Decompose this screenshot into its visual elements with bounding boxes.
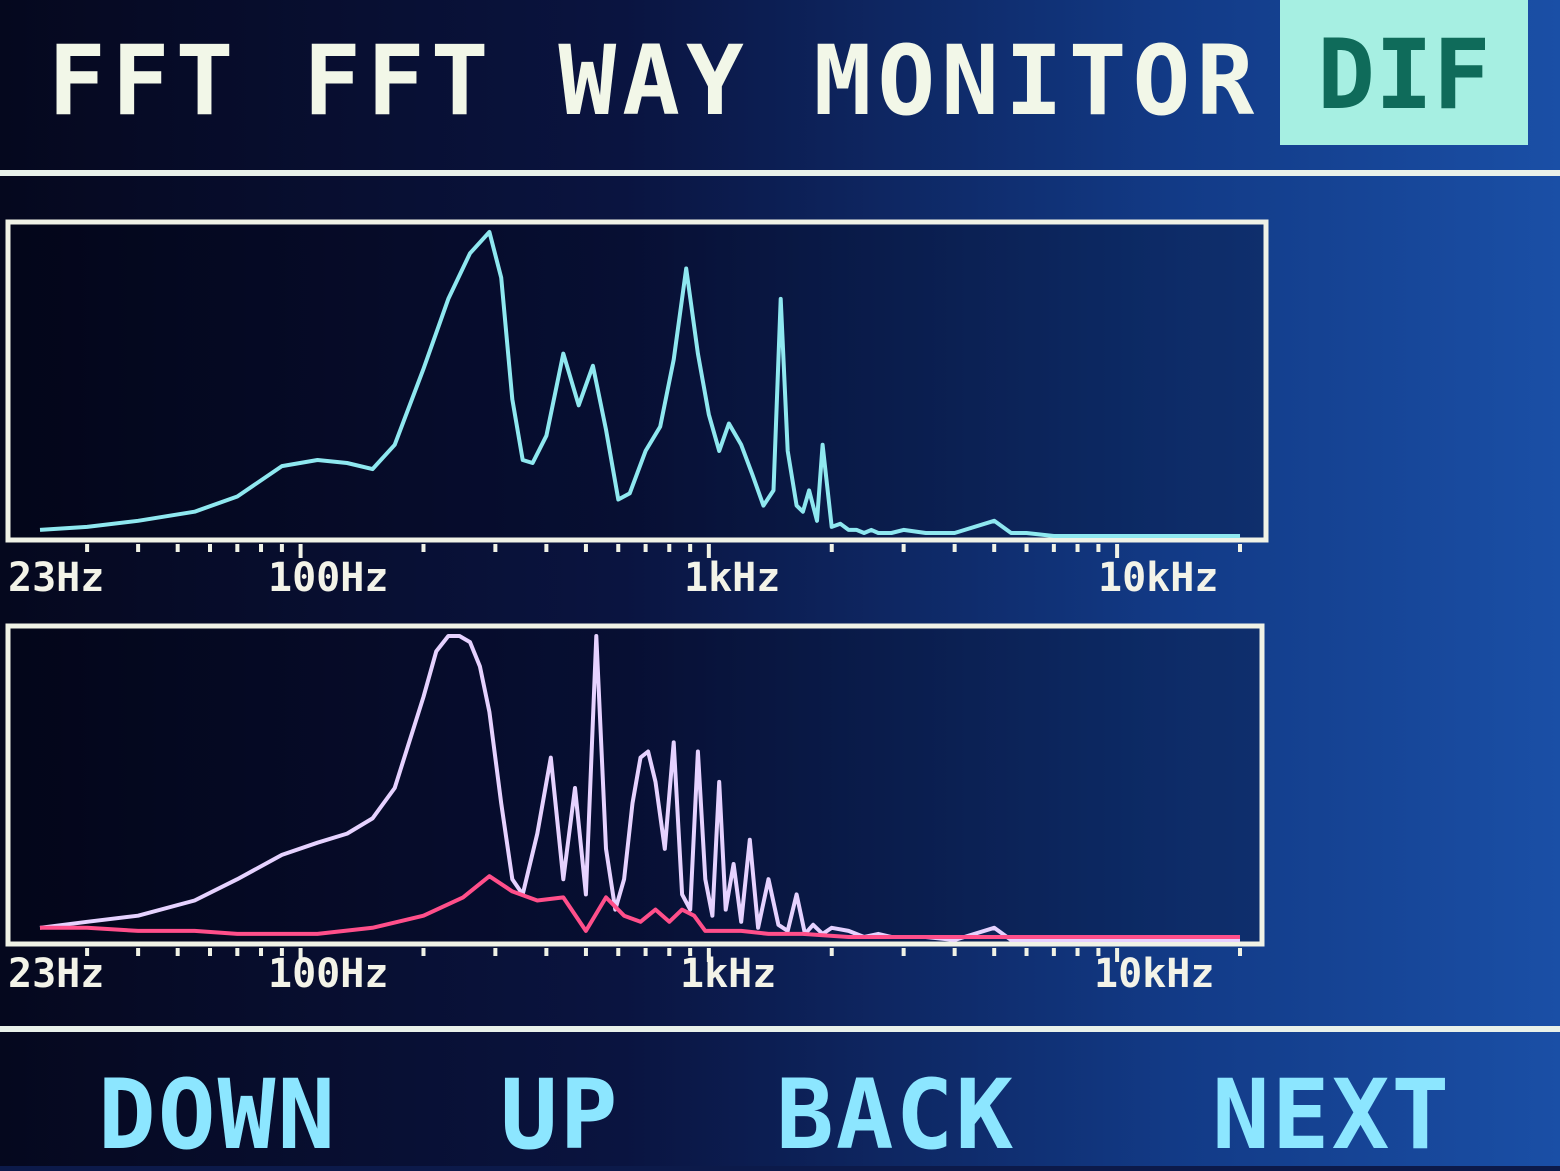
tick-label-1khz-top: 1kHz — [684, 555, 781, 601]
plot-frame-top — [5, 219, 1269, 543]
tick-label-23hz-top: 23Hz — [8, 555, 105, 601]
tick-label-10khz-bottom: 10kHz — [1094, 951, 1215, 997]
next-button[interactable]: NEXT — [1212, 1059, 1452, 1171]
mode-dif-button[interactable]: DIF — [1280, 0, 1528, 145]
tick-label-10khz-top: 10kHz — [1098, 555, 1219, 601]
back-button[interactable]: BACK — [776, 1059, 1016, 1171]
tick-label-100hz-top: 100Hz — [268, 555, 389, 601]
tick-label-100hz-bottom: 100Hz — [268, 951, 389, 997]
tick-label-23hz-bottom: 23Hz — [8, 951, 105, 997]
app-title: FFT FFT WAY MONITOR — [48, 25, 1261, 137]
tick-label-1khz-bottom: 1kHz — [680, 951, 777, 997]
plot-frame-bottom — [5, 623, 1265, 947]
spectrum-trace-top-0 — [39, 230, 1240, 538]
down-button[interactable]: DOWN — [98, 1059, 338, 1171]
spectrum-trace-bottom-1 — [40, 874, 1240, 939]
up-button[interactable]: UP — [500, 1059, 620, 1171]
spectrum-trace-bottom-0 — [39, 634, 1240, 942]
bottom-divider — [0, 1026, 1560, 1032]
top-divider — [0, 170, 1560, 176]
